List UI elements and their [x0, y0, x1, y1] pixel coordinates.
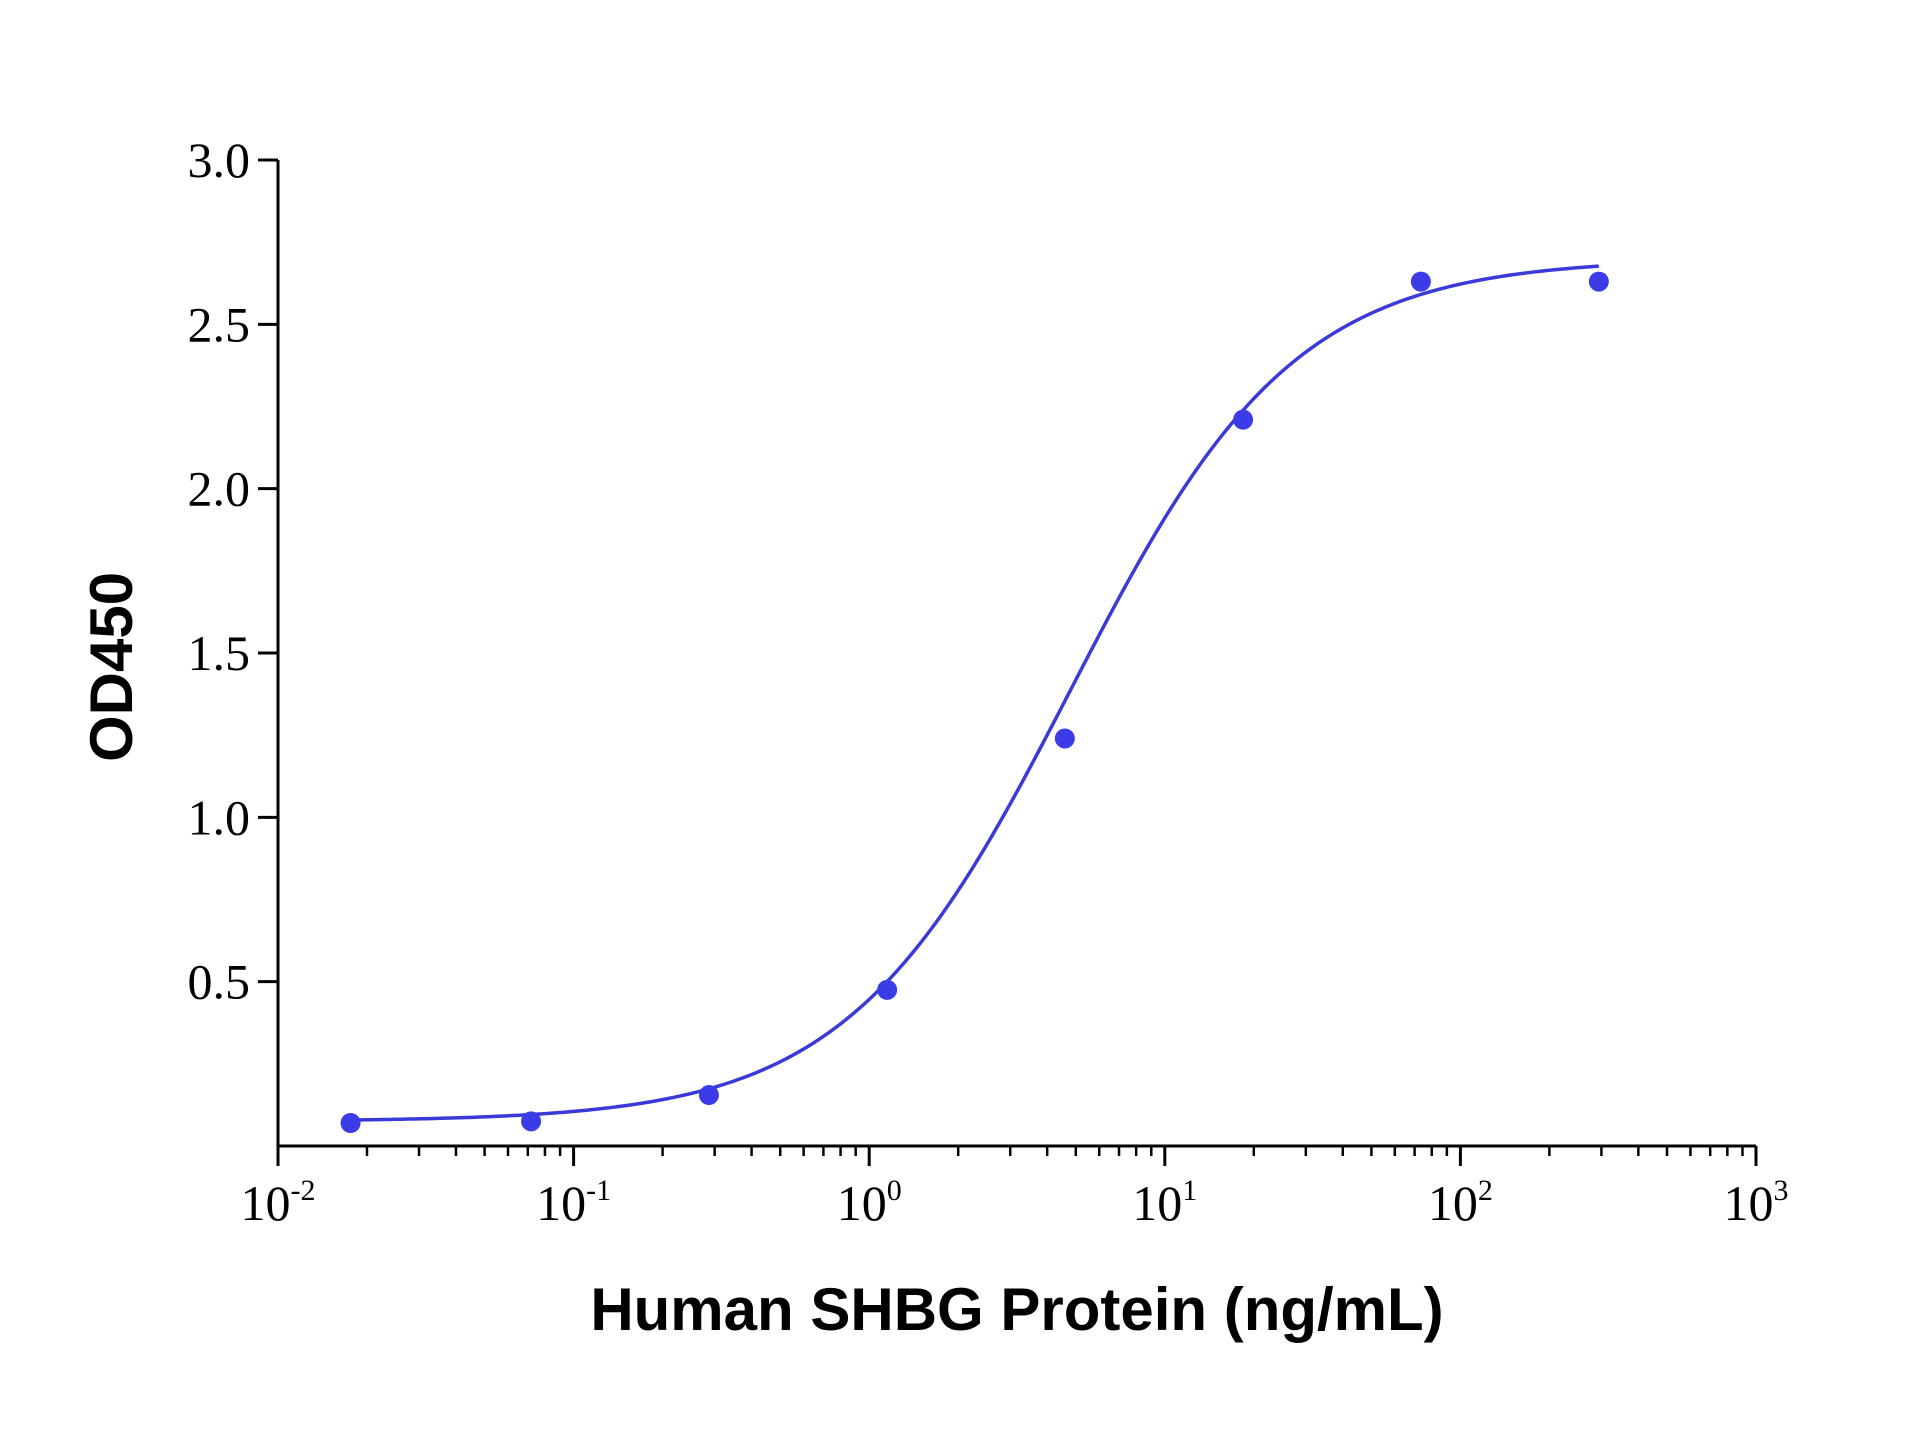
data-point [1588, 271, 1609, 292]
y-tick-label: 3.0 [188, 132, 251, 188]
fit-curve [350, 264, 1599, 1122]
x-tick-label-exponent: 1 [1182, 1174, 1197, 1207]
x-tick-label: 101 [1132, 1174, 1197, 1231]
data-point [340, 1112, 361, 1133]
x-minor-ticks [365, 1146, 1744, 1156]
x-axis-title: Human SHBG Protein (ng/mL) [590, 1276, 1443, 1343]
x-tick-label: 10-2 [241, 1174, 316, 1231]
x-major-ticks [276, 1146, 1758, 1166]
x-tick-label-base: 10 [1132, 1175, 1182, 1231]
x-tick-label-base: 10 [837, 1175, 887, 1231]
x-tick-label-base: 10 [241, 1175, 291, 1231]
y-ticks [258, 158, 278, 984]
y-axis-title: OD450 [78, 572, 145, 762]
y-tick-label: 1.5 [188, 625, 251, 681]
x-tick-label-exponent: 2 [1478, 1174, 1493, 1207]
x-tick-label-exponent: -2 [291, 1174, 316, 1207]
x-tick-label-base: 10 [1428, 1175, 1478, 1231]
y-tick-label: 1.0 [188, 789, 251, 845]
data-point [877, 979, 898, 1000]
y-tick-label: 2.0 [188, 461, 251, 517]
x-tick-label-exponent: -1 [586, 1174, 611, 1207]
data-point [1233, 409, 1254, 430]
data-point [698, 1085, 719, 1106]
x-tick-label-base: 10 [536, 1175, 586, 1231]
data-point [521, 1111, 542, 1132]
x-tick-label-exponent: 0 [887, 1174, 902, 1207]
x-tick-labels: 10-2 10-1 100 101 102 103 [241, 1174, 1789, 1231]
x-tick-label: 10-1 [536, 1174, 611, 1231]
x-tick-label: 103 [1724, 1174, 1789, 1231]
data-points [340, 271, 1609, 1133]
y-tick-label: 0.5 [188, 954, 251, 1010]
data-point [1054, 728, 1075, 749]
y-tick-label: 2.5 [188, 296, 251, 352]
x-tick-label: 102 [1428, 1174, 1493, 1231]
x-tick-label-exponent: 3 [1774, 1174, 1789, 1207]
x-tick-label: 100 [837, 1174, 902, 1231]
data-point [1410, 271, 1431, 292]
x-tick-label-base: 10 [1724, 1175, 1774, 1231]
y-tick-labels: 0.5 1.0 1.5 2.0 2.5 3.0 [188, 132, 251, 1010]
